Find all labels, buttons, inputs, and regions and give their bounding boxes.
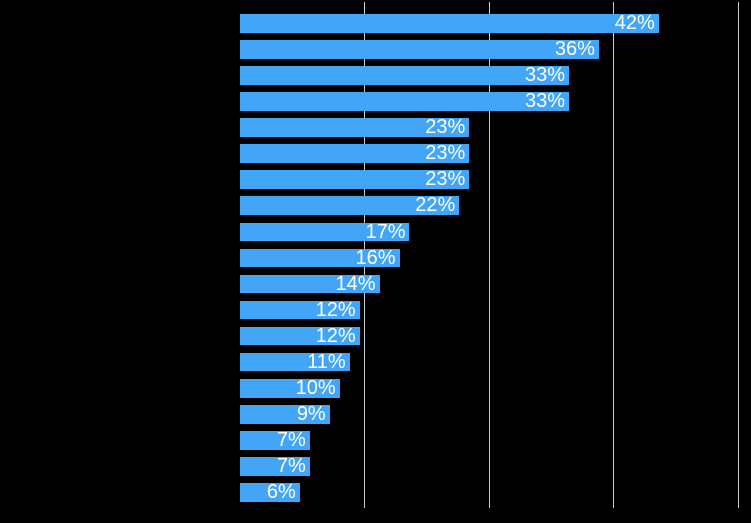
- bar-value-label: 14%: [335, 272, 376, 295]
- bar-value-label: 6%: [266, 481, 296, 504]
- bar-value-label: 36%: [554, 38, 595, 61]
- bar-row: 42%: [240, 10, 751, 36]
- bar: 10%: [240, 376, 340, 399]
- bar-row: 23%: [240, 167, 751, 193]
- bar-row: 16%: [240, 245, 751, 271]
- bar: 42%: [240, 12, 659, 35]
- bar: 23%: [240, 168, 470, 191]
- bar: 33%: [240, 90, 569, 113]
- bar-value-label: 42%: [614, 12, 655, 35]
- bar-value-label: 9%: [296, 402, 326, 425]
- bar: 17%: [240, 220, 410, 243]
- bar-row: 33%: [240, 88, 751, 114]
- bar: 12%: [240, 324, 360, 347]
- bar: 23%: [240, 116, 470, 139]
- bar-row: 23%: [240, 141, 751, 167]
- bar-row: 6%: [240, 479, 751, 505]
- bar: 16%: [240, 246, 400, 269]
- bar: 33%: [240, 64, 569, 87]
- bar-row: 36%: [240, 36, 751, 62]
- x-gridline: [613, 2, 615, 508]
- bar: 7%: [240, 429, 310, 452]
- bar: 7%: [240, 455, 310, 478]
- bar-value-label: 23%: [425, 142, 466, 165]
- bar-row: 10%: [240, 375, 751, 401]
- bar-row: 12%: [240, 323, 751, 349]
- bar-row: 9%: [240, 401, 751, 427]
- x-gridline: [488, 2, 490, 508]
- bar-row: 7%: [240, 427, 751, 453]
- bar: 6%: [240, 481, 300, 504]
- bar-row: 11%: [240, 349, 751, 375]
- bar-row: 12%: [240, 297, 751, 323]
- bar-value-label: 12%: [315, 324, 356, 347]
- bar-row: 7%: [240, 453, 751, 479]
- bar: 14%: [240, 272, 380, 295]
- bar: 12%: [240, 298, 360, 321]
- bar: 11%: [240, 350, 350, 373]
- bar-value-label: 16%: [355, 246, 396, 269]
- bar: 22%: [240, 194, 460, 217]
- bar-value-label: 11%: [307, 350, 346, 373]
- bar-row: 33%: [240, 62, 751, 88]
- bar-value-label: 23%: [425, 116, 466, 139]
- bar: 9%: [240, 402, 330, 425]
- bar-row: 22%: [240, 193, 751, 219]
- x-gridline: [738, 2, 739, 508]
- bar-value-label: 12%: [315, 298, 356, 321]
- bar-value-label: 22%: [415, 194, 456, 217]
- bar: 23%: [240, 142, 470, 165]
- bar: 36%: [240, 38, 599, 61]
- bar-value-label: 10%: [295, 376, 336, 399]
- bar-value-label: 17%: [365, 220, 406, 243]
- bar-value-label: 7%: [276, 455, 306, 478]
- bar-value-label: 7%: [276, 429, 306, 452]
- bar-row: 14%: [240, 271, 751, 297]
- bar-rows: 42% 36% 33% 33% 23% 23% 23% 22%: [240, 10, 751, 505]
- bar-value-label: 33%: [524, 90, 565, 113]
- bar-row: 23%: [240, 115, 751, 141]
- bar-value-label: 33%: [524, 64, 565, 87]
- bar-row: 17%: [240, 219, 751, 245]
- bar-value-label: 23%: [425, 168, 466, 191]
